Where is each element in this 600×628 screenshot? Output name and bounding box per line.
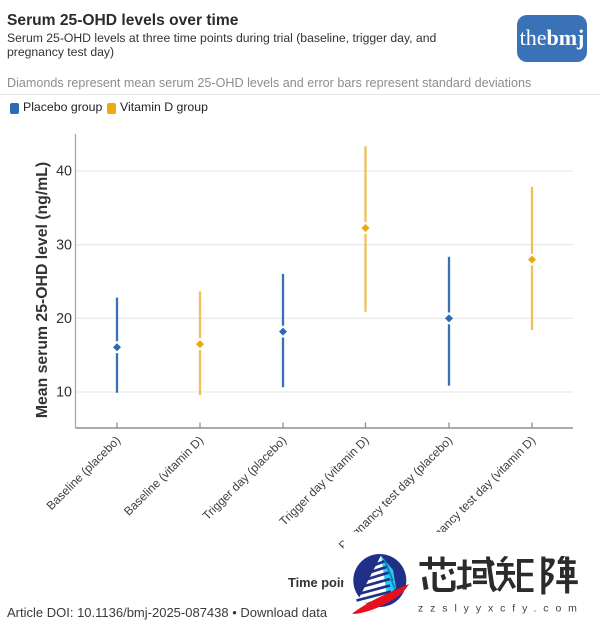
svg-text:Mean serum 25-OHD level (ng/mL: Mean serum 25-OHD level (ng/mL) xyxy=(34,162,51,418)
svg-text:Trigger day (placebo): Trigger day (placebo) xyxy=(200,433,290,523)
svg-text:Baseline (vitamin D): Baseline (vitamin D) xyxy=(121,433,206,518)
svg-text:zzslyyxcfy.com: zzslyyxcfy.com xyxy=(418,603,584,615)
svg-text:20: 20 xyxy=(56,311,72,327)
svg-text:10: 10 xyxy=(56,385,72,401)
svg-text:30: 30 xyxy=(56,237,72,253)
svg-text:40: 40 xyxy=(56,164,72,180)
svg-text:Baseline (placebo): Baseline (placebo) xyxy=(44,433,124,513)
svg-text:Trigger day (vitamin D): Trigger day (vitamin D) xyxy=(277,433,372,528)
